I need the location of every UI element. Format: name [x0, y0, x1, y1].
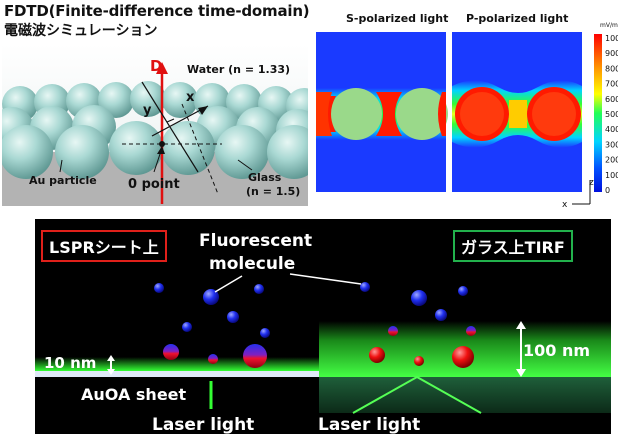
- colorbar-tick-label: 200: [605, 156, 618, 165]
- glass-tirf-label: ガラス上TIRF: [453, 230, 573, 262]
- colorbar-tick-label: 0: [605, 186, 610, 195]
- colorbar-tick-label: 800: [605, 64, 618, 73]
- colorbar-tick-label: 500: [605, 110, 618, 119]
- colorbar-tick-label: 700: [605, 80, 618, 89]
- particle-row-front: [2, 121, 308, 179]
- auoa-sheet-label: AuOA sheet: [81, 385, 187, 404]
- x-axis-line: [151, 105, 209, 137]
- colorbar-tick-label: 900: [605, 49, 618, 58]
- d-axis-label: D: [150, 57, 163, 75]
- fluorescent-label: Fluorescent: [199, 231, 313, 251]
- laser-incident: [352, 376, 418, 414]
- laser-left-label: Laser light: [152, 415, 255, 435]
- page-title: FDTD(Finite-difference time-domain): [4, 2, 310, 20]
- lspr-sheet-label: LSPRシート上: [41, 230, 167, 262]
- colorbar-tick-label: 300: [605, 140, 618, 149]
- auoa-sheet: [35, 371, 335, 377]
- colorbar-ticks: 10009008007006005004003002001000: [605, 34, 618, 195]
- colorbar-tick-label: 600: [605, 95, 618, 104]
- axes-indicator: [572, 180, 591, 205]
- x-axis-label: x: [186, 90, 195, 105]
- s-polarized-title: S-polarized light: [346, 12, 449, 25]
- water-label: Water (n = 1.33): [187, 63, 291, 76]
- colorbar: [594, 34, 602, 192]
- thin-field-label: 10 nm: [44, 354, 97, 372]
- fdtd-schematic: [2, 44, 308, 206]
- field-maps: 10009008007006005004003002001000: [316, 32, 618, 195]
- colorbar-unit: mV/m: [600, 22, 618, 29]
- axis-x-label: x: [562, 200, 568, 210]
- au-particle-label: Au particle: [29, 174, 97, 187]
- zero-point-label: 0 point: [128, 177, 180, 192]
- comparison-graphic: [35, 273, 611, 414]
- molecule-label: molecule: [209, 254, 296, 274]
- d-arrow-head: [156, 62, 168, 74]
- colorbar-tick-label: 400: [605, 125, 618, 134]
- glass-label: Glass: [248, 171, 282, 184]
- zero-point-marker: [159, 141, 165, 147]
- s-polarized-map: [316, 32, 448, 192]
- comparison-panel: LSPRシート上 ガラス上TIRF Fluorescent molecule 1…: [35, 219, 611, 435]
- y-axis-label: y: [143, 103, 152, 118]
- glass-index-label: (n = 1.5): [246, 185, 301, 198]
- laser-right-label: Laser light: [318, 415, 421, 435]
- laser-reflected: [416, 376, 482, 414]
- page-subtitle: 電磁波シミュレーション: [4, 23, 158, 39]
- p-polarized-title: P-polarized light: [466, 12, 569, 25]
- p-polarized-map: [452, 32, 582, 192]
- colorbar-tick-label: 100: [605, 171, 618, 180]
- thick-field-label: 100 nm: [523, 341, 591, 360]
- glass-block: [319, 377, 611, 413]
- axis-z-label: z: [589, 178, 594, 188]
